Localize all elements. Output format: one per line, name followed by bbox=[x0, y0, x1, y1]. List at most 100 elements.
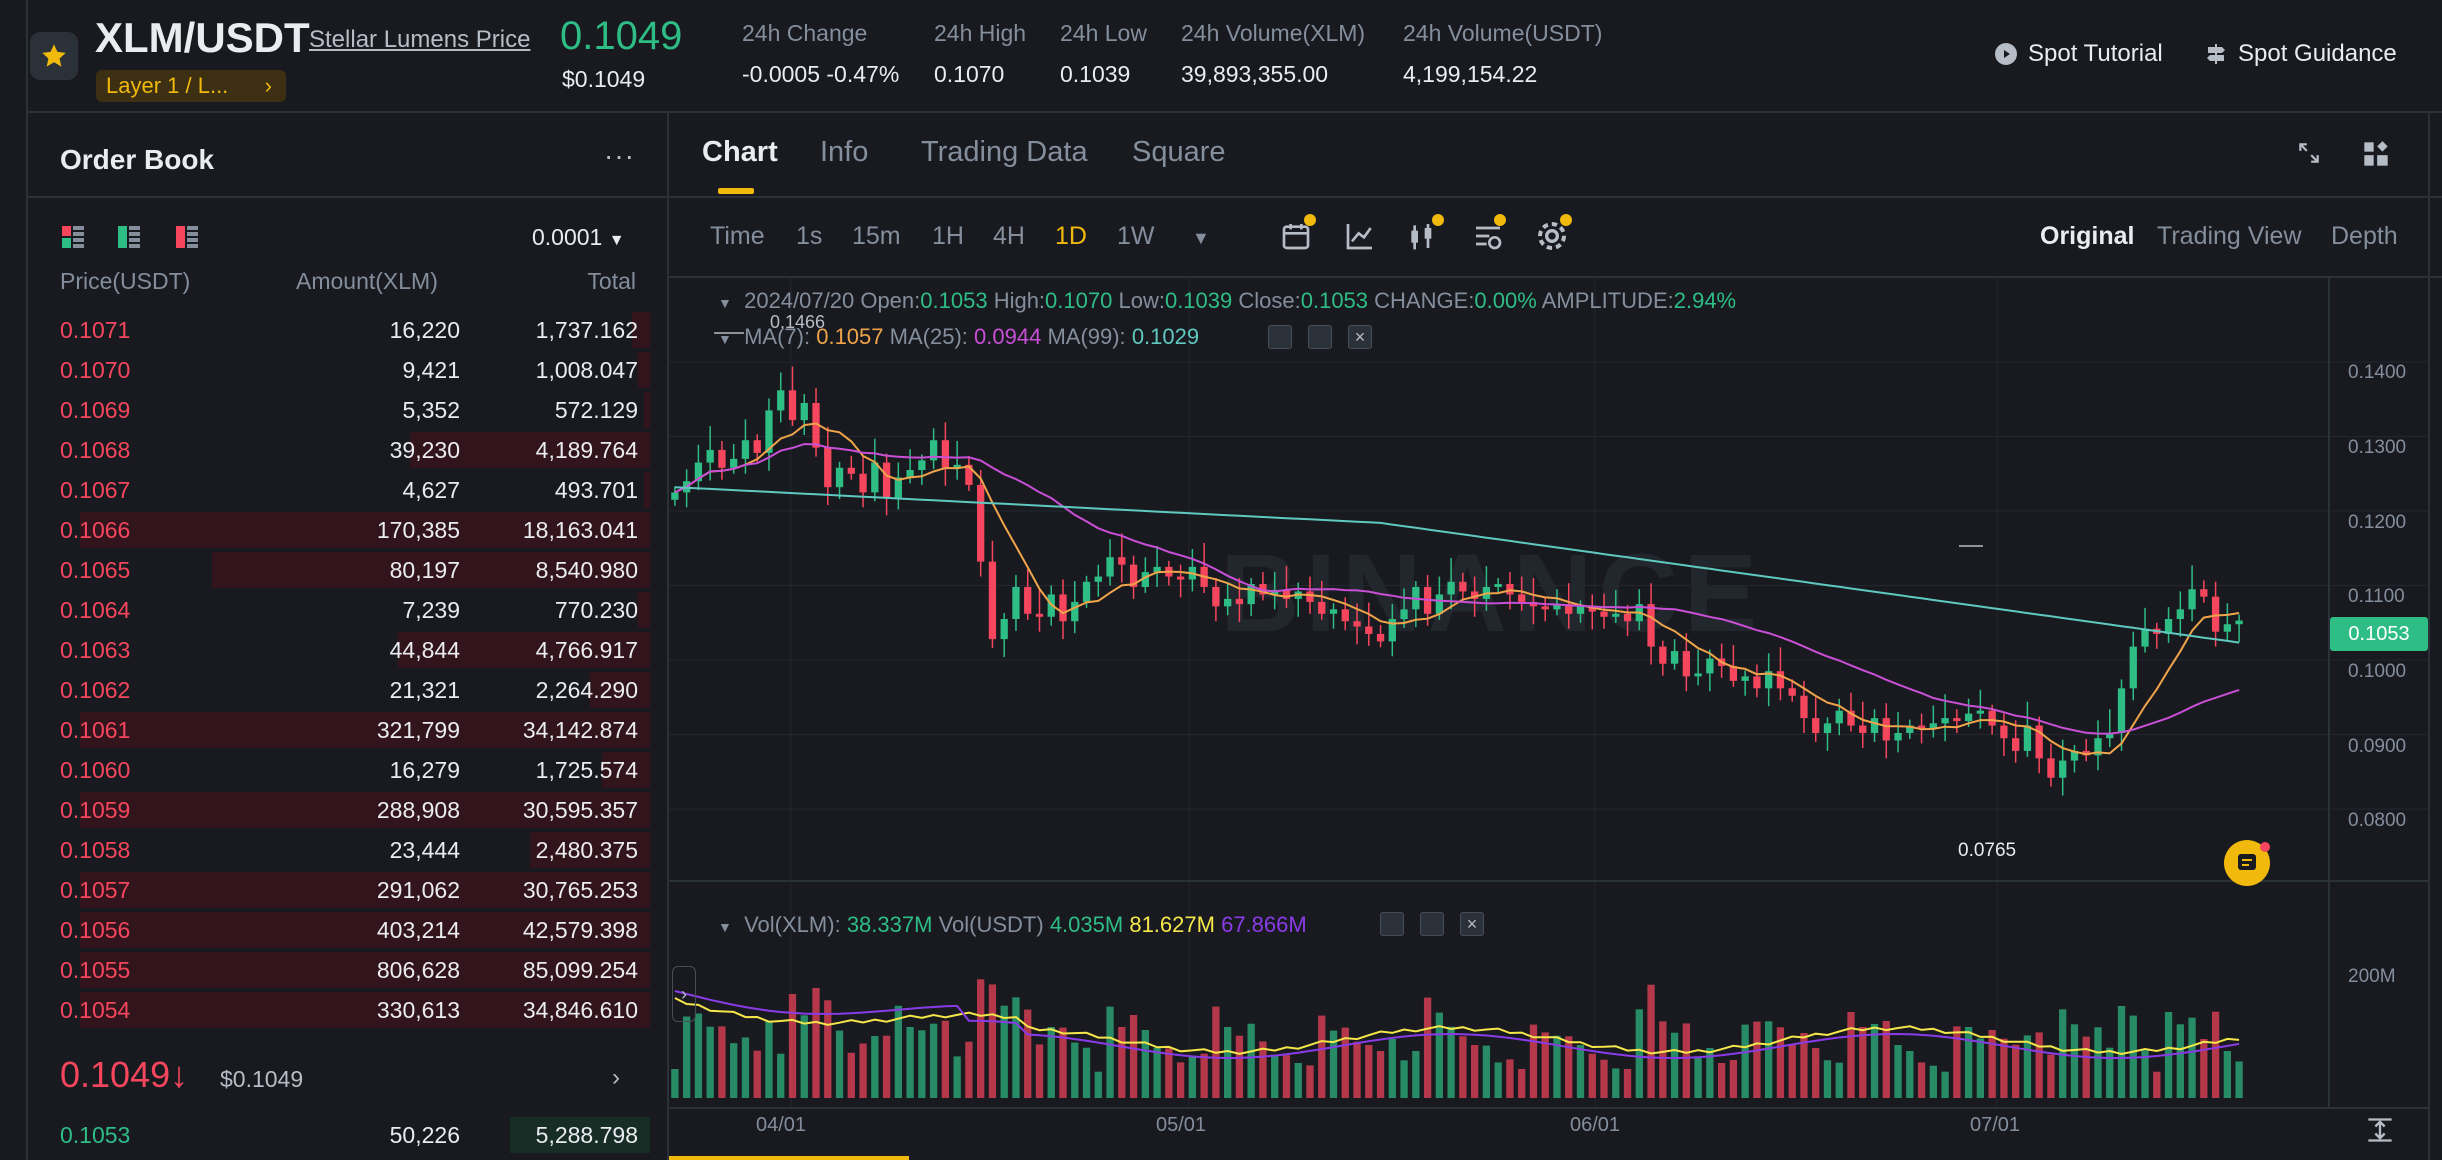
ask-price: 0.1066 bbox=[60, 517, 131, 543]
chevron-right-icon[interactable]: › bbox=[612, 1064, 620, 1091]
candle-body bbox=[894, 477, 902, 498]
tick-size-select[interactable]: 0.0001 ▼ bbox=[532, 224, 625, 251]
view-trading-view[interactable]: Trading View bbox=[2157, 222, 2302, 250]
chat-button[interactable] bbox=[2224, 840, 2270, 886]
depth-bar bbox=[590, 672, 650, 708]
spot-tutorial-link[interactable]: Spot Tutorial bbox=[1994, 40, 2163, 68]
volume-bar bbox=[988, 984, 997, 1098]
spot-guidance-link[interactable]: Spot Guidance bbox=[2204, 40, 2397, 68]
ask-row[interactable]: 0.1069 5,352 572.129 bbox=[28, 390, 650, 430]
x-tick: 04/01 bbox=[756, 1114, 807, 1136]
eye-icon[interactable] bbox=[1268, 325, 1292, 349]
expand-panel-handle[interactable]: › bbox=[672, 966, 696, 1022]
ask-row[interactable]: 0.1059 288,908 30,595.357 bbox=[28, 790, 650, 830]
ask-row[interactable]: 0.1055 806,628 85,099.254 bbox=[28, 950, 650, 990]
orderbook-asks-icon[interactable] bbox=[176, 226, 198, 248]
candle-body bbox=[965, 464, 973, 485]
tab-square[interactable]: Square bbox=[1132, 136, 1226, 168]
candle-body bbox=[1341, 609, 1349, 622]
favorite-star-button[interactable] bbox=[30, 32, 78, 80]
ask-row[interactable]: 0.1063 44,844 4,766.917 bbox=[28, 630, 650, 670]
ask-row[interactable]: 0.1062 21,321 2,264.290 bbox=[28, 670, 650, 710]
orderbook-last-price[interactable]: 0.1049↓ bbox=[60, 1054, 188, 1096]
candle-body bbox=[977, 484, 985, 562]
ask-row[interactable]: 0.1056 403,214 42,579.398 bbox=[28, 910, 650, 950]
orderbook-both-icon[interactable] bbox=[62, 226, 84, 248]
star-icon bbox=[42, 44, 66, 67]
ask-row[interactable]: 0.1071 16,220 1,737.162 bbox=[28, 310, 650, 350]
volume-bar bbox=[1694, 1056, 1702, 1098]
candles-icon[interactable] bbox=[1406, 220, 1438, 252]
candle-body bbox=[2000, 725, 2008, 739]
tf-time[interactable]: Time bbox=[710, 222, 765, 250]
volume-bar bbox=[1906, 1051, 1914, 1098]
volume-bar bbox=[918, 1030, 926, 1098]
ask-row[interactable]: 0.1070 9,421 1,008.047 bbox=[28, 350, 650, 390]
close-icon[interactable]: × bbox=[1348, 325, 1372, 349]
ask-price: 0.1057 bbox=[60, 877, 131, 903]
tf-1d[interactable]: 1D bbox=[1055, 222, 1087, 250]
last-price-usd: $0.1049 bbox=[562, 66, 646, 92]
candlestick-chart[interactable] bbox=[669, 278, 2428, 1160]
depth-bar bbox=[638, 592, 650, 628]
stat-label: 24h Change bbox=[742, 20, 868, 46]
timeframe-dropdown-icon[interactable]: ▼ bbox=[1192, 228, 1210, 248]
ask-amount: 403,214 bbox=[376, 917, 460, 943]
eye-icon[interactable] bbox=[1380, 912, 1404, 936]
ask-row[interactable]: 0.1057 291,062 30,765.253 bbox=[28, 870, 650, 910]
coin-price-link[interactable]: Stellar Lumens Price bbox=[309, 26, 531, 53]
fullscreen-icon[interactable] bbox=[2296, 140, 2322, 166]
calendar-icon[interactable] bbox=[1280, 220, 1312, 252]
volume-bar bbox=[2235, 1061, 2243, 1098]
candle-body bbox=[1670, 651, 1679, 664]
y-tick: 0.1000 bbox=[2348, 661, 2407, 682]
ask-row[interactable]: 0.1064 7,239 770.230 bbox=[28, 590, 650, 630]
tab-info[interactable]: Info bbox=[820, 136, 869, 168]
candle-body bbox=[1388, 619, 1396, 642]
tf-1w[interactable]: 1W bbox=[1117, 222, 1155, 250]
settings-small-icon[interactable] bbox=[1420, 912, 1444, 936]
tab-trading-data[interactable]: Trading Data bbox=[921, 136, 1088, 168]
x-tick: 07/01 bbox=[1970, 1114, 2021, 1136]
chart-settings-icon[interactable] bbox=[1472, 220, 1504, 252]
volume-bar bbox=[706, 1026, 714, 1098]
tf-1h[interactable]: 1H bbox=[932, 222, 964, 250]
indicators-icon[interactable] bbox=[1344, 220, 1376, 252]
volume-bar bbox=[730, 1043, 738, 1098]
tf-1s[interactable]: 1s bbox=[796, 222, 823, 250]
gear-icon[interactable] bbox=[1536, 220, 1568, 252]
ask-row[interactable]: 0.1058 23,444 2,480.375 bbox=[28, 830, 650, 870]
ask-row[interactable]: 0.1061 321,799 34,142.874 bbox=[28, 710, 650, 750]
tf-15m[interactable]: 15m bbox=[852, 222, 901, 250]
layout-icon[interactable] bbox=[2362, 140, 2390, 168]
view-depth[interactable]: Depth bbox=[2331, 222, 2398, 250]
volume-bar bbox=[1271, 1054, 1279, 1098]
y-tick: 0.1200 bbox=[2348, 512, 2407, 533]
x-tick: 05/01 bbox=[1156, 1114, 1207, 1136]
ask-row[interactable]: 0.1060 16,279 1,725.574 bbox=[28, 750, 650, 790]
close-icon[interactable]: × bbox=[1460, 912, 1484, 936]
ask-row[interactable]: 0.1054 330,613 34,846.610 bbox=[28, 990, 650, 1030]
close-label: Close: bbox=[1238, 288, 1301, 313]
category-tag[interactable]: Layer 1 / L... › bbox=[96, 70, 286, 102]
ask-row[interactable]: 0.1065 80,197 8,540.980 bbox=[28, 550, 650, 590]
ask-row[interactable]: 0.1067 4,627 493.701 bbox=[28, 470, 650, 510]
volume-bar bbox=[824, 1000, 832, 1098]
candle-body bbox=[953, 464, 961, 468]
ask-row[interactable]: 0.1068 39,230 4,189.764 bbox=[28, 430, 650, 470]
tab-chart[interactable]: Chart bbox=[702, 136, 778, 168]
volume-bar bbox=[1964, 1027, 1973, 1098]
candle-body bbox=[1118, 557, 1126, 565]
orderbook-bids-icon[interactable] bbox=[118, 226, 140, 248]
axis-reset-icon[interactable] bbox=[2366, 1116, 2394, 1144]
tf-4h[interactable]: 4H bbox=[993, 222, 1025, 250]
view-original[interactable]: Original bbox=[2040, 222, 2135, 250]
more-options-icon[interactable]: ··· bbox=[604, 140, 635, 171]
bid-row[interactable]: 0.1053 50,226 5,288.798 bbox=[28, 1115, 650, 1155]
ask-row[interactable]: 0.1066 170,385 18,163.041 bbox=[28, 510, 650, 550]
settings-small-icon[interactable] bbox=[1308, 325, 1332, 349]
change-label: CHANGE: bbox=[1374, 288, 1475, 313]
ask-total: 18,163.041 bbox=[522, 517, 638, 543]
depth-bar bbox=[638, 352, 650, 388]
